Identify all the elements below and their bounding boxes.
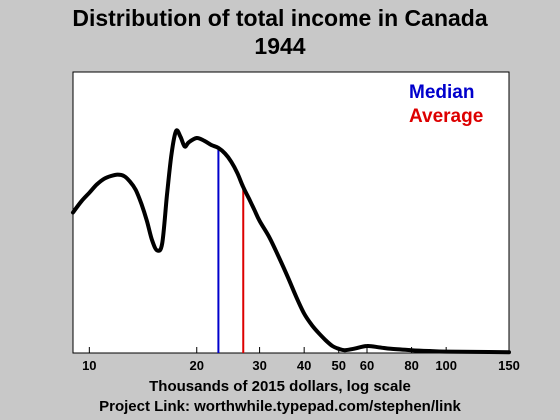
x-tick-label-60: 60 <box>360 358 374 373</box>
project-link: Project Link: worthwhile.typepad.com/ste… <box>99 398 461 415</box>
x-axis-ticks: 10 20 30 40 50 60 80 100 150 <box>82 347 520 373</box>
x-tick-label-150: 150 <box>498 358 520 373</box>
chart-title: Distribution of total income in Canada 1… <box>0 4 560 60</box>
x-tick-label-50: 50 <box>332 358 346 373</box>
x-tick-label-40: 40 <box>297 358 311 373</box>
chart-title-line-2: 1944 <box>254 33 306 59</box>
x-axis-label: Thousands of 2015 dollars, log scale <box>149 378 411 395</box>
marker-lines <box>217 146 245 353</box>
x-tick-label-10: 10 <box>82 358 96 373</box>
x-tick-label-100: 100 <box>435 358 457 373</box>
legend-average: Average <box>409 106 483 127</box>
legend-median: Median <box>409 82 474 103</box>
x-tick-label-30: 30 <box>252 358 266 373</box>
legend: Median Average <box>409 82 483 127</box>
chart-title-line-1: Distribution of total income in Canada <box>72 5 488 31</box>
income-distribution-line <box>71 128 511 355</box>
x-tick-label-20: 20 <box>190 358 204 373</box>
x-tick-label-80: 80 <box>404 358 418 373</box>
